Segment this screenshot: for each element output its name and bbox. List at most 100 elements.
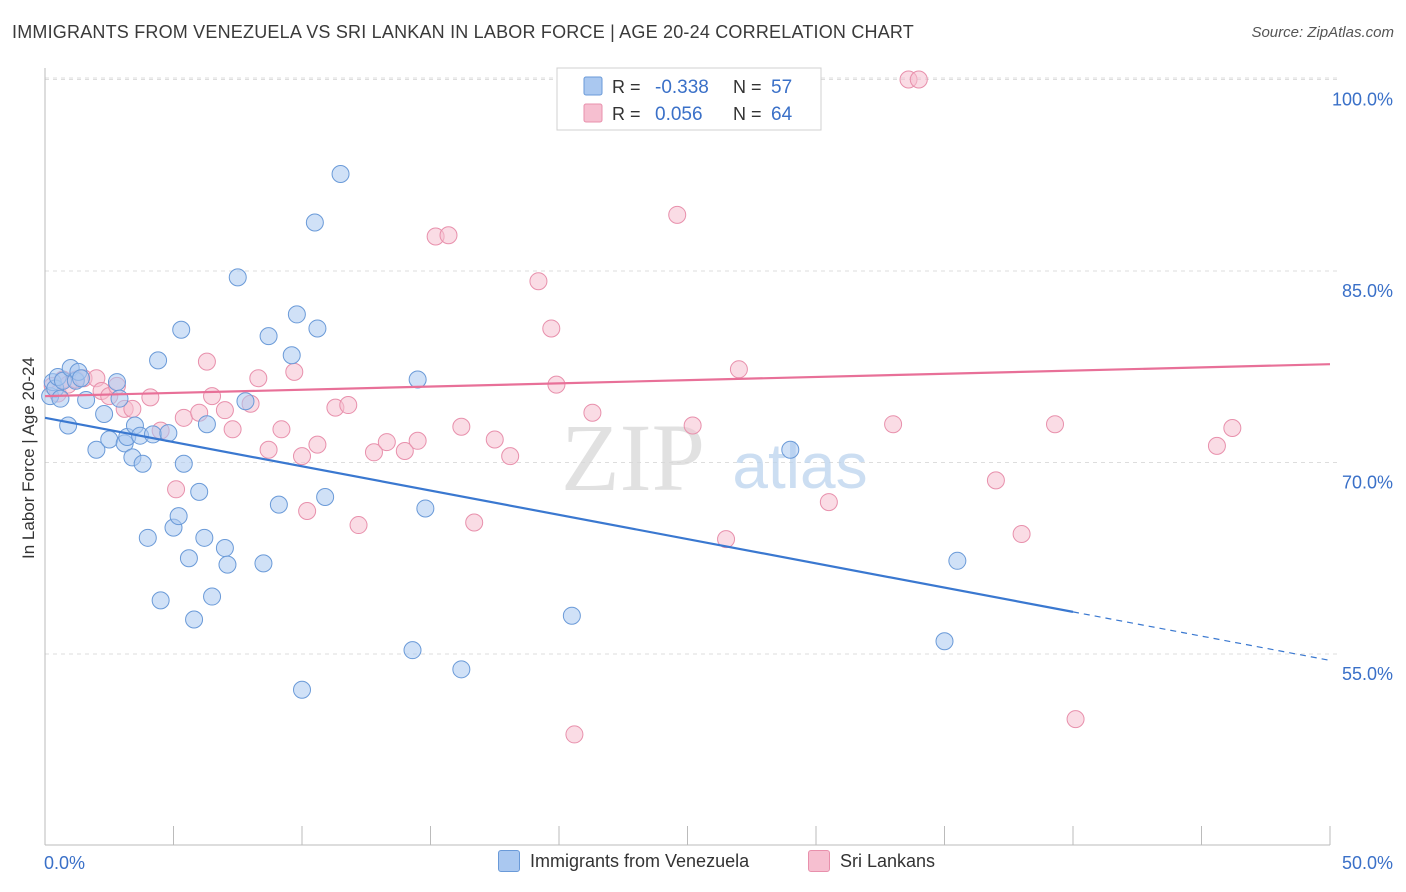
data-point-venezuela	[100, 430, 119, 449]
legend-r-value-sri-lankans: 0.056	[655, 104, 703, 125]
gridlines	[45, 77, 1340, 655]
data-point-venezuela	[282, 346, 301, 365]
data-point-sri-lankans	[249, 369, 268, 388]
data-point-venezuela	[71, 369, 90, 388]
data-point-sri-lankans	[986, 471, 1005, 490]
data-point-sri-lankans	[452, 417, 471, 436]
stats-legend: R = -0.338 N = 57 R = 0.056 N = 64	[556, 67, 822, 131]
data-point-sri-lankans	[364, 443, 383, 462]
legend-swatch-sri-lankans	[583, 103, 603, 123]
data-point-sri-lankans	[909, 70, 928, 89]
data-point-venezuela	[95, 404, 114, 423]
y-tick-label: 100.0%	[1332, 90, 1393, 110]
data-point-venezuela	[416, 499, 435, 518]
data-point-sri-lankans	[1066, 710, 1085, 729]
data-point-sri-lankans	[215, 401, 234, 420]
data-point-venezuela	[51, 389, 70, 408]
data-point-venezuela	[174, 454, 193, 473]
data-point-sri-lankans	[485, 430, 504, 449]
data-point-sri-lankans	[884, 415, 903, 434]
data-point-sri-lankans	[819, 493, 838, 512]
data-point-venezuela	[236, 392, 255, 411]
data-point-venezuela	[190, 482, 209, 501]
y-axis-label: In Labor Force | Age 20-24	[19, 357, 38, 559]
data-point-sri-lankans	[1012, 524, 1031, 543]
data-point-venezuela	[138, 528, 157, 547]
data-point-sri-lankans	[408, 431, 427, 450]
data-point-sri-lankans	[197, 352, 216, 371]
x-tick-label: 50.0%	[1342, 853, 1393, 873]
data-point-venezuela	[408, 370, 427, 389]
legend-label-venezuela: Immigrants from Venezuela	[530, 850, 750, 871]
bottom-legend: Immigrants from Venezuela Sri Lankans	[0, 850, 1406, 880]
data-point-venezuela	[110, 389, 129, 408]
data-point-sri-lankans	[339, 396, 358, 415]
series-venezuela	[41, 164, 967, 699]
data-point-venezuela	[228, 268, 247, 287]
legend-item-sri-lankans: Sri Lankans	[808, 850, 935, 872]
data-point-venezuela	[133, 454, 152, 473]
data-point-venezuela	[172, 320, 191, 339]
legend-item-venezuela: Immigrants from Venezuela	[498, 850, 749, 872]
legend-r-label-venezuela: R =	[612, 77, 641, 97]
data-point-sri-lankans	[167, 480, 186, 499]
data-point-sri-lankans	[395, 442, 414, 461]
data-point-sri-lankans	[293, 447, 311, 466]
data-point-sri-lankans	[223, 420, 242, 439]
data-point-sri-lankans	[259, 440, 278, 459]
data-point-venezuela	[948, 551, 967, 570]
data-point-venezuela	[287, 305, 306, 324]
data-point-venezuela	[151, 591, 170, 610]
data-point-venezuela	[562, 606, 581, 625]
data-point-sri-lankans	[349, 516, 368, 535]
trendline-venezuela	[44, 416, 1074, 613]
data-point-venezuela	[107, 373, 126, 392]
data-point-sri-lankans	[298, 502, 317, 521]
legend-n-value-sri-lankans: 64	[771, 104, 793, 125]
trendline-sri-lankans	[44, 363, 1331, 398]
data-point-sri-lankans	[542, 319, 561, 338]
data-point-sri-lankans	[174, 408, 193, 427]
y-tick-label: 55.0%	[1342, 664, 1393, 684]
data-point-venezuela	[87, 440, 106, 459]
watermark: ZIP atlas	[561, 404, 868, 511]
data-point-venezuela	[305, 213, 324, 232]
data-point-venezuela	[452, 660, 471, 679]
data-point-venezuela	[403, 641, 422, 660]
data-point-venezuela	[149, 351, 168, 370]
data-point-sri-lankans	[141, 388, 160, 407]
data-point-sri-lankans	[1223, 419, 1242, 438]
trendline-venezuela-extension	[1072, 611, 1331, 661]
data-point-venezuela	[215, 539, 234, 558]
data-point-sri-lankans	[377, 433, 396, 452]
data-point-venezuela	[331, 164, 350, 183]
data-point-venezuela	[935, 632, 954, 651]
y-tick-label: 70.0%	[1342, 473, 1393, 493]
data-point-venezuela	[195, 528, 214, 547]
data-point-venezuela	[169, 507, 188, 526]
data-point-sri-lankans	[668, 205, 687, 224]
data-point-venezuela	[59, 416, 78, 435]
source-credit: Source: ZipAtlas.com	[1251, 24, 1394, 41]
legend-label-sri-lankans: Sri Lankans	[840, 850, 936, 871]
data-point-venezuela	[259, 327, 278, 346]
data-point-sri-lankans	[1046, 415, 1065, 434]
watermark-zip: ZIP	[561, 404, 705, 511]
legend-swatch-venezuela	[583, 76, 603, 96]
data-point-venezuela	[203, 587, 222, 606]
legend-n-value-venezuela: 57	[771, 77, 792, 98]
data-point-sri-lankans	[308, 435, 327, 454]
data-point-sri-lankans	[203, 387, 222, 406]
legend-n-label-sri-lankans: N =	[733, 104, 762, 124]
watermark-atlas: atlas	[732, 430, 867, 502]
data-point-venezuela	[316, 487, 335, 506]
x-tick-labels: 0.0% 50.0%	[44, 853, 1393, 873]
axes	[44, 68, 1331, 846]
data-point-sri-lankans	[465, 513, 484, 532]
trendlines	[44, 363, 1331, 661]
data-point-sri-lankans	[501, 447, 520, 466]
data-point-sri-lankans	[729, 360, 748, 379]
data-point-sri-lankans	[583, 403, 602, 422]
legend-swatch-sri-lankans	[808, 850, 830, 872]
